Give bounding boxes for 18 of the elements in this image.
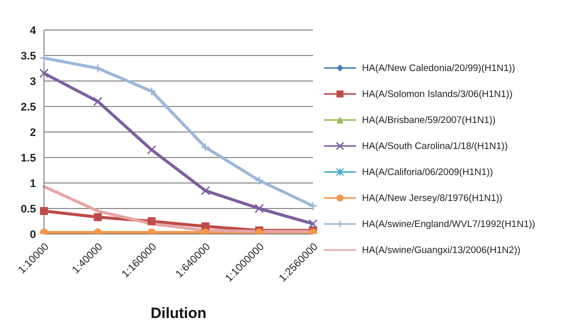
y-tick-label: 3 — [30, 76, 36, 88]
y-tick-label: 2 — [30, 126, 36, 139]
x-axis-title: Dilution — [150, 305, 206, 322]
legend-label: HA(A/Califoria/06/2009(H1N1)) — [362, 166, 493, 178]
y-tick-label: 3.5 — [20, 50, 36, 62]
legend-label: HA(A/Solomon Islands/3/06(H1N1)) — [362, 88, 512, 100]
y-tick-label: 1 — [30, 178, 36, 190]
legend-label: HA(A/South Carolina/1/18/(H1N1)) — [362, 140, 508, 152]
y-tick-label: 0 — [30, 228, 36, 241]
y-tick-label: 2.5 — [20, 101, 36, 114]
legend-label: HA(A/New Jersey/8/1976(H1N1)) — [362, 192, 502, 204]
y-tick-label: 4 — [30, 24, 37, 37]
y-tick-label: 0.5 — [20, 203, 36, 216]
legend-label: HA(A/swine/England/WVL7/1992(H1N1)) — [362, 218, 536, 230]
legend-label: HA(A/swine/Guangxi/13/2006(H1N2)) — [362, 244, 520, 256]
y-tick-label: 1.5 — [20, 152, 36, 164]
legend-label: HA(A/Brisbane/59/2007(H1N1)) — [362, 114, 496, 126]
legend-label: HA(A/New Caledonia/20/99)(H1N1)) — [362, 62, 516, 74]
